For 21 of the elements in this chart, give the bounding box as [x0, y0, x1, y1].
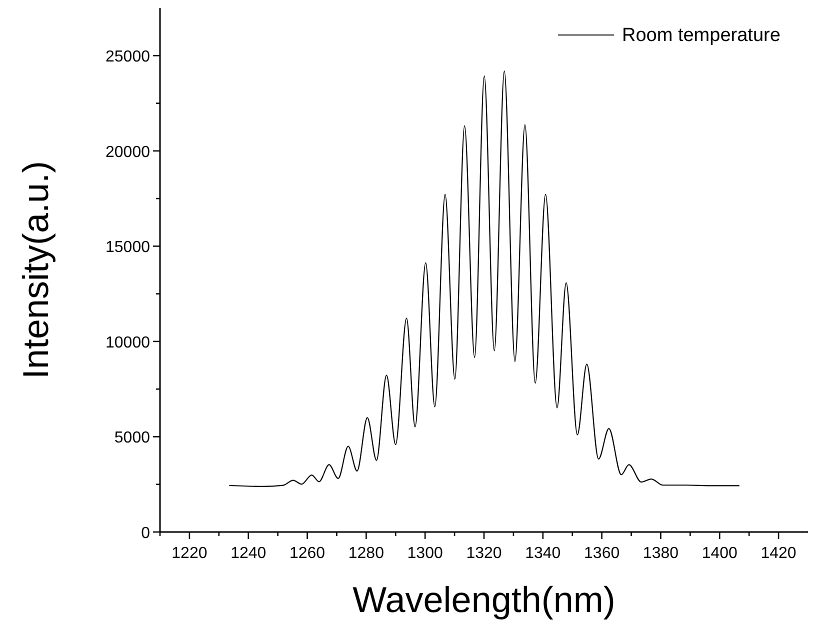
x-tick-label: 1260	[289, 545, 326, 562]
x-tick-label: 1360	[584, 545, 620, 562]
x-tick-label: 1220	[172, 545, 208, 562]
y-tick-label: 10000	[106, 334, 150, 352]
x-tick-label: 1300	[407, 545, 443, 562]
y-tick-label: 5000	[114, 430, 150, 447]
x-tick-label: 1380	[642, 545, 679, 562]
y-axis-title: Intensity(a.u.)	[15, 160, 56, 380]
x-tick-label: 1340	[525, 545, 561, 562]
x-tick-label: 1420	[760, 545, 796, 562]
x-tick-label: 1320	[466, 545, 502, 562]
x-axis-title: Wavelength(nm)	[352, 579, 616, 620]
x-tick-label: 1280	[348, 545, 384, 562]
y-tick-label: 20000	[106, 144, 150, 161]
legend-label: Room temperature	[622, 25, 780, 46]
y-tick-label: 15000	[106, 239, 150, 256]
line-series	[228, 70, 740, 488]
x-tick-label: 1400	[702, 545, 738, 562]
x-tick-label: 1240	[230, 545, 266, 562]
y-tick-label: 0	[141, 525, 150, 542]
y-tick-label: 25000	[106, 48, 150, 66]
